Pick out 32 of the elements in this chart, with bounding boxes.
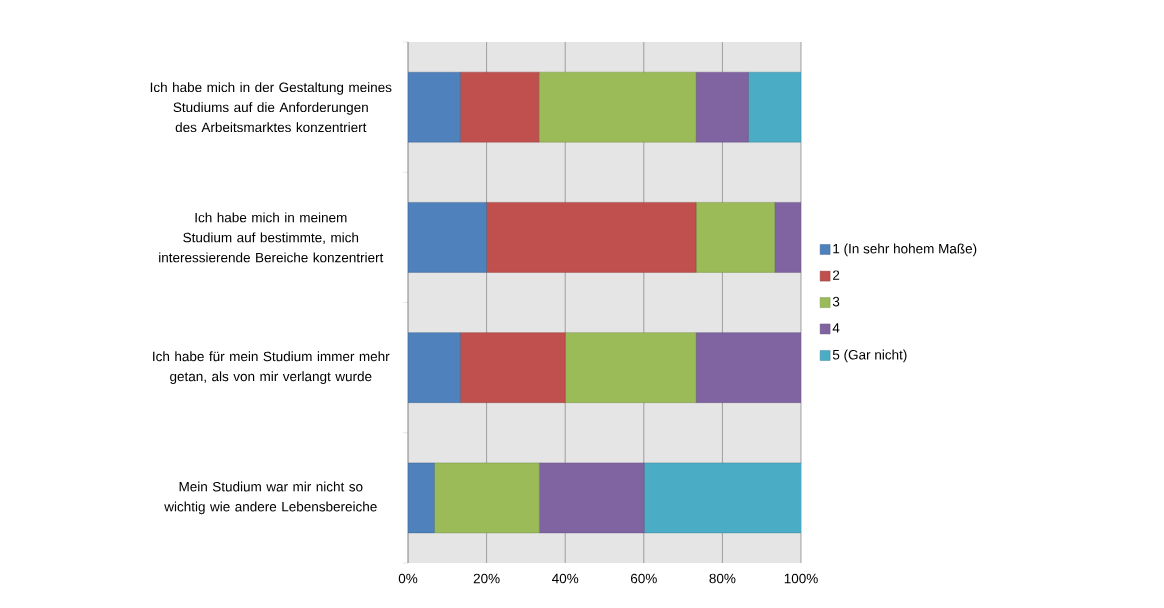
x-tick-label: 40% xyxy=(552,573,579,584)
legend-label: 1 (In sehr hohem Maße) xyxy=(833,243,977,257)
bar xyxy=(460,71,540,143)
legend-label: 5 (Gar nicht) xyxy=(832,349,907,363)
bar xyxy=(774,202,802,273)
legend-label: 2 xyxy=(833,270,840,280)
bar xyxy=(408,462,435,534)
x-tick-label: 60% xyxy=(630,573,657,584)
x-tick-label: 80% xyxy=(709,573,736,584)
legend-label: 3 xyxy=(832,296,840,307)
legend-label: 4 xyxy=(832,323,840,333)
bar xyxy=(695,332,802,403)
y-tick-label: Ich habe mich in meinem Studium auf bestimmte, mich interessierende Bereiche konzentriert xyxy=(159,212,384,263)
y-tick-label: Ich habe für mein Studium immer mehr getan, als von mir verlangt wurde xyxy=(153,351,390,384)
bar xyxy=(460,332,566,403)
y-tick-label: Ich habe mich in der Gestaltung meines Studiums auf die Anforderungen des Arbeitsmarktes konzentriert xyxy=(150,82,392,133)
bar xyxy=(539,462,645,534)
bar xyxy=(644,462,802,534)
bar xyxy=(695,71,749,143)
bar xyxy=(748,71,802,143)
x-tick-label: 100% xyxy=(784,573,818,584)
bar xyxy=(434,462,540,534)
bar xyxy=(538,71,697,143)
x-tick-label: 0% xyxy=(398,573,418,584)
bar xyxy=(565,332,697,403)
bar xyxy=(695,202,775,273)
bar xyxy=(408,202,487,273)
bar xyxy=(408,71,461,143)
y-tick-label: Mein Studium war mir nicht so wichtig wie andere Lebensbereiche xyxy=(164,481,377,515)
x-tick-label: 20% xyxy=(473,573,500,584)
bar xyxy=(486,202,697,273)
bar xyxy=(408,332,461,403)
